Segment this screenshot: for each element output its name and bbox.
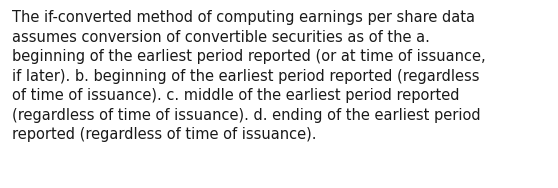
Text: The if-converted method of computing earnings per share data
assumes conversion : The if-converted method of computing ear… [12, 10, 485, 143]
